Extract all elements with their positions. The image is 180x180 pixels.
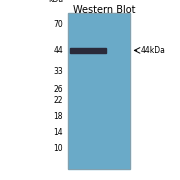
Text: 22: 22 — [53, 96, 63, 105]
Bar — [68, 13, 130, 169]
Text: 33: 33 — [53, 67, 63, 76]
Text: 44: 44 — [53, 46, 63, 55]
Text: 70: 70 — [53, 20, 63, 29]
Text: kDa: kDa — [48, 0, 63, 4]
Text: 10: 10 — [53, 144, 63, 153]
Text: 26: 26 — [53, 85, 63, 94]
Text: 44kDa: 44kDa — [140, 46, 165, 55]
Text: 14: 14 — [53, 128, 63, 137]
Text: 18: 18 — [53, 112, 63, 121]
Text: Western Blot: Western Blot — [73, 5, 136, 15]
Bar — [70, 48, 106, 53]
Bar — [68, 13, 130, 169]
